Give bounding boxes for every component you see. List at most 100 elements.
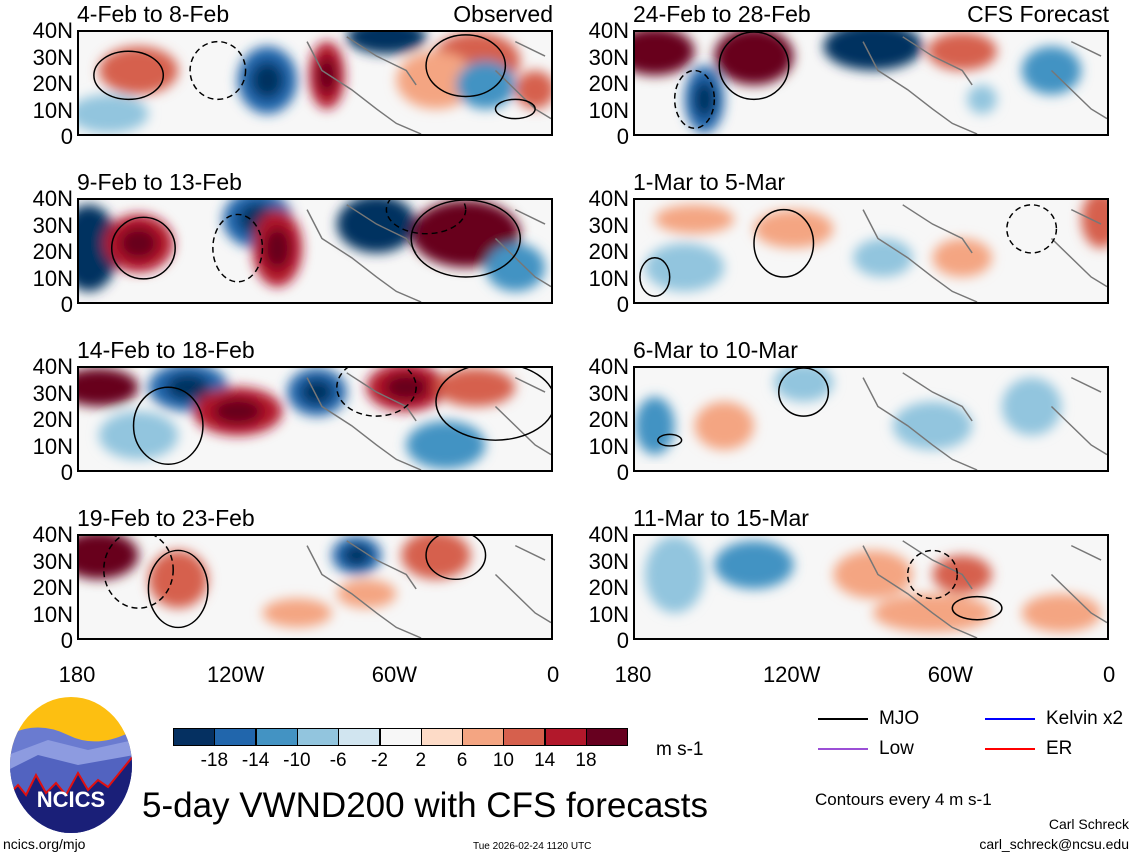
wind-anomaly-blob [932,238,992,277]
er-line-icon [985,748,1035,750]
lat-label: 10N [588,97,629,123]
lat-label: 0 [616,460,629,485]
lat-label: 10N [32,601,73,627]
colorbar-swatch [338,728,381,746]
mjo-contour [753,208,815,278]
wind-anomaly-blob [1081,200,1107,249]
colorbar-swatch [173,728,215,746]
mjo-contour [1006,204,1058,254]
lat-label: 40N [32,354,73,379]
lat-label: 40N [588,18,629,43]
map-panel [633,366,1109,472]
mjo-contour [778,368,830,417]
coastline [306,36,551,134]
coastline [862,36,1107,134]
legend-low: Low [879,738,914,759]
lat-label: 10N [588,601,629,627]
panel-title: 9-Feb to 13-Feb [77,169,242,195]
wind-anomaly-blob [635,396,675,455]
wind-anomaly-blob [435,368,516,407]
panel-title: 4-Feb to 8-Feb [77,1,230,27]
colorbar-units: m s-1 [656,739,704,760]
legend-kelvin: Kelvin x2 [1046,708,1124,729]
lat-label: 40N [588,354,629,379]
wind-anomaly-blob [853,238,913,277]
mjo-contour [951,595,1003,621]
mjo-contour [103,536,174,609]
lat-label: 0 [616,292,629,317]
coastline [862,372,1107,470]
mjo-contour [189,40,247,101]
wind-anomaly-blob [396,51,476,109]
ncics-logo: NCICS [10,697,132,833]
wind-anomaly-blob [967,84,997,114]
panel-title: 14-Feb to 18-Feb [77,337,255,363]
coastline [306,540,551,638]
wind-anomaly-blob [455,60,516,109]
wind-anomaly-blob [714,540,794,589]
lon-label: 0 [1102,662,1116,687]
mjo-contour [494,98,536,120]
map-panel [77,534,553,640]
wind-anomaly-blob [1021,593,1102,633]
coastline [862,540,1107,638]
lat-label: 40N [32,186,73,211]
mjo-contour [425,536,487,581]
wind-anomaly-blob [833,550,913,599]
footer-email[interactable]: carl_schreck@ncsu.edu [979,836,1129,852]
lat-label: 10N [32,265,73,291]
mjo-contour [132,386,204,465]
colorbar-label: 18 [575,750,597,771]
colorbar-swatch [503,728,546,746]
lat-label: 30N [32,548,73,574]
colorbar-label: -2 [371,750,388,771]
colorbar-swatch [296,728,339,746]
lon-label: 0 [546,662,560,687]
panel-title: 24-Feb to 28-Feb [633,1,811,27]
wind-anomaly-blob [406,420,486,470]
wind-anomaly-blob [79,94,149,134]
colorbar-label: -14 [241,750,270,771]
lat-label: 0 [60,628,73,653]
mjo-line-icon [818,718,868,720]
panel-title: 1-Mar to 5-Mar [633,169,786,195]
wind-anomaly-blob [262,598,332,628]
wind-anomaly-blob [644,536,705,613]
footer-url[interactable]: ncics.org/mjo [3,836,86,852]
colorbar-label: 10 [492,750,514,771]
lat-label: 20N [588,239,629,264]
figure-title: 5-day VWND200 with CFS forecasts [142,786,709,825]
wind-anomaly-blob [1021,46,1082,95]
colorbar-label: 6 [456,750,468,771]
colorbar-swatch [462,728,505,746]
lat-label: 10N [32,97,73,123]
colorbar-swatch [379,728,422,746]
map-panel [77,30,553,136]
lon-label: 180 [614,662,652,687]
logo-text: NCICS [37,787,105,812]
colorbar-swatch [586,728,628,746]
wind-anomaly-blob [927,32,997,71]
footer-timestamp: Tue 2026-02-24 1120 UTC [473,841,592,852]
lat-label: 0 [60,292,73,317]
panel-title: 19-Feb to 23-Feb [77,505,255,531]
lat-label: 0 [616,124,629,149]
wind-anomaly-blob [1001,377,1062,436]
lat-label: 20N [588,407,629,432]
lon-label: 120W [206,662,265,687]
footer-author: Carl Schreck [1048,816,1129,832]
colorbar-swatch [420,728,463,746]
lon-label: 180 [58,662,96,687]
lat-label: 20N [32,407,73,432]
mjo-contour [110,216,176,280]
wind-anomaly-blob [892,401,973,450]
wind-anomaly-blob [148,550,208,609]
map-panel [77,366,553,472]
wind-anomaly-blob [485,243,546,292]
lon-label: 120W [762,662,821,687]
wind-anomaly-blob [654,204,735,234]
lat-label: 40N [588,522,629,547]
coastline [306,372,551,470]
lat-label: 20N [588,575,629,600]
